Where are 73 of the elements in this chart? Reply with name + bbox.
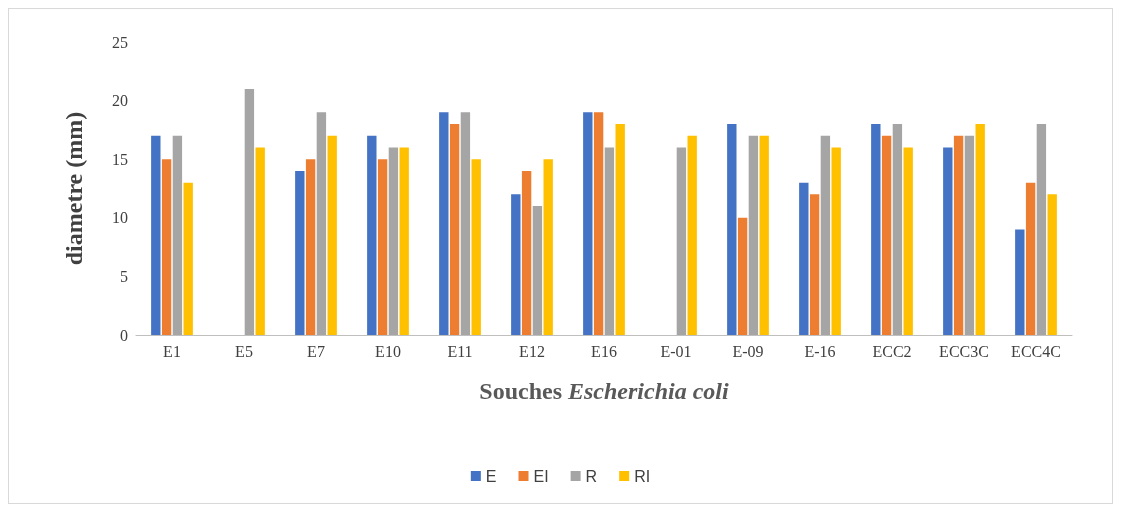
x-tick-label: E-01 (660, 342, 692, 360)
bar (748, 135, 759, 335)
bar (831, 147, 841, 335)
bar (511, 194, 521, 335)
bar (449, 124, 460, 335)
bar (172, 135, 183, 335)
bar (388, 147, 399, 335)
x-tick-label: ECC2 (872, 342, 912, 360)
bar (295, 170, 305, 335)
bar (737, 217, 748, 335)
bar (1036, 124, 1047, 335)
bar (399, 147, 409, 335)
x-tick-label: E11 (447, 342, 473, 360)
x-tick-label: E10 (375, 342, 401, 360)
bar (809, 194, 820, 335)
bar (1025, 182, 1036, 335)
bar (593, 112, 604, 335)
bar (820, 135, 831, 335)
y-axis-title: diametre (mm) (61, 111, 87, 266)
x-tick-label: E-16 (804, 342, 836, 360)
bar (183, 182, 193, 335)
x-tick-label: ECC4C (1011, 342, 1061, 360)
bar (439, 112, 449, 335)
bar (583, 112, 593, 335)
x-tick-label: E5 (235, 342, 253, 360)
y-tick-label: 20 (112, 92, 128, 110)
bar (953, 135, 964, 335)
bar (471, 159, 481, 335)
legend-label: R (585, 467, 598, 485)
bar (903, 147, 913, 335)
y-tick-label: 15 (112, 150, 128, 168)
bar (727, 124, 737, 335)
x-tick-label: E7 (307, 342, 325, 360)
x-tick-label: ECC3C (939, 342, 989, 360)
x-tick-label: E16 (591, 342, 617, 360)
bar (460, 112, 471, 335)
bar (799, 182, 809, 335)
bar (759, 135, 769, 335)
bar (892, 124, 903, 335)
bar (532, 206, 543, 335)
bar (975, 124, 985, 335)
bar (161, 159, 172, 335)
x-tick-label: E-09 (732, 342, 764, 360)
bar (615, 124, 625, 335)
bar (377, 159, 388, 335)
bar (1015, 229, 1025, 335)
bar (604, 147, 615, 335)
bar (305, 159, 316, 335)
x-tick-label: E1 (163, 342, 181, 360)
y-tick-label: 0 (120, 326, 128, 344)
bar (871, 124, 881, 335)
legend-label: RI (634, 467, 651, 485)
bar (676, 147, 687, 335)
bar (687, 135, 697, 335)
y-tick-label: 25 (112, 33, 128, 51)
bar (881, 135, 892, 335)
bar (543, 159, 553, 335)
y-tick-label: 5 (120, 267, 128, 285)
bar (327, 135, 337, 335)
bar (244, 88, 255, 335)
bar (964, 135, 975, 335)
x-tick-label: E12 (519, 342, 545, 360)
bar (316, 112, 327, 335)
bar (367, 135, 377, 335)
bar (255, 147, 265, 335)
legend-label: EI (533, 467, 549, 485)
bar (943, 147, 953, 335)
bar (151, 135, 161, 335)
bar (521, 170, 532, 335)
y-tick-label: 10 (112, 209, 128, 227)
x-axis-title: Souches Escherichia coli (479, 378, 729, 404)
bar (1047, 194, 1057, 335)
legend-label: E (485, 467, 497, 485)
